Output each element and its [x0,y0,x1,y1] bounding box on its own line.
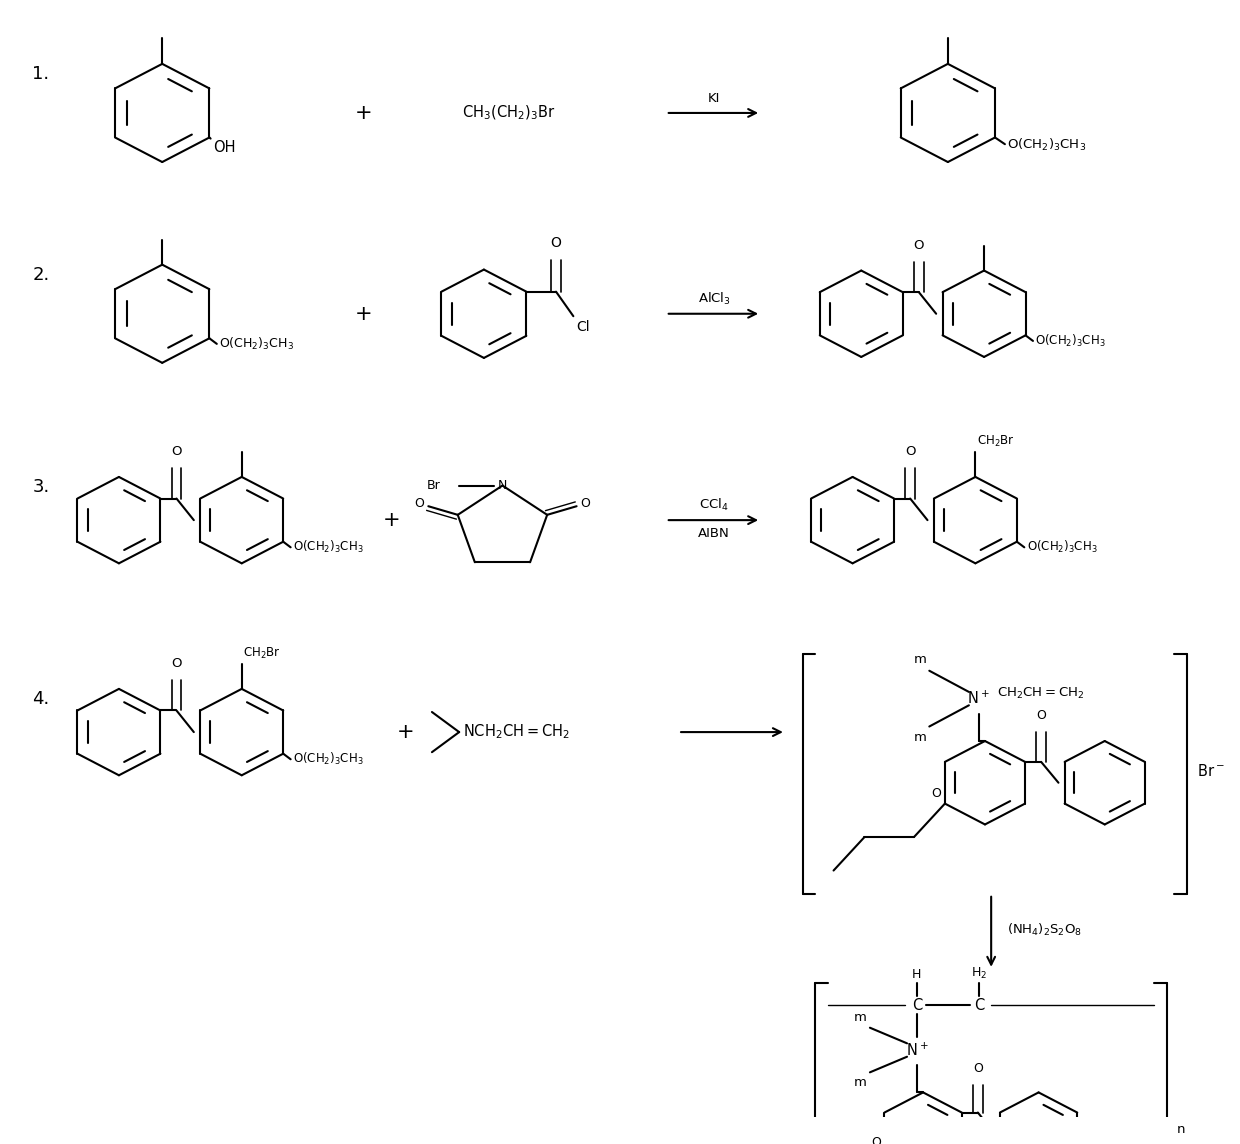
Text: OH: OH [213,140,236,154]
Text: O(CH$_2$)$_3$CH$_3$: O(CH$_2$)$_3$CH$_3$ [1035,333,1106,349]
Text: 3.: 3. [32,478,50,495]
Text: (NH$_4$)$_2$S$_2$O$_8$: (NH$_4$)$_2$S$_2$O$_8$ [1007,922,1083,938]
Text: 4.: 4. [32,690,50,708]
Text: O(CH$_2$)$_3$CH$_3$: O(CH$_2$)$_3$CH$_3$ [1027,539,1097,555]
Text: O: O [1037,709,1047,722]
Text: O: O [580,498,590,510]
Text: O: O [171,658,182,670]
Text: +: + [382,510,401,530]
Text: 1.: 1. [32,65,50,82]
Text: m: m [853,1075,867,1089]
Text: AlCl$_3$: AlCl$_3$ [698,292,730,308]
Text: NCH$_2$CH$=$CH$_2$: NCH$_2$CH$=$CH$_2$ [463,723,570,741]
Text: O: O [551,237,562,251]
Text: +: + [355,304,373,324]
Text: CH$_2$CH$=$CH$_2$: CH$_2$CH$=$CH$_2$ [997,685,1085,700]
Text: O: O [905,445,915,459]
Text: +: + [397,722,414,742]
Text: O: O [414,498,424,510]
Text: m: m [853,1011,867,1024]
Text: CH$_3$(CH$_2$)$_3$Br: CH$_3$(CH$_2$)$_3$Br [463,104,556,122]
Text: C: C [911,998,923,1012]
Text: O: O [171,445,182,459]
Text: O(CH$_2$)$_3$CH$_3$: O(CH$_2$)$_3$CH$_3$ [219,336,294,352]
Text: N$^+$: N$^+$ [967,690,990,707]
Text: O: O [870,1136,880,1144]
Text: AIBN: AIBN [698,527,730,540]
Text: N: N [497,479,507,492]
Text: O(CH$_2$)$_3$CH$_3$: O(CH$_2$)$_3$CH$_3$ [1007,137,1086,153]
Text: O: O [914,239,924,252]
Text: m: m [914,653,926,666]
Text: +: + [355,103,373,122]
Text: Br$^-$: Br$^-$ [1197,763,1224,779]
Text: O(CH$_2$)$_3$CH$_3$: O(CH$_2$)$_3$CH$_3$ [293,539,363,555]
Text: CCl$_4$: CCl$_4$ [699,496,729,513]
Text: Br: Br [427,479,440,492]
Text: H$_2$: H$_2$ [971,966,987,980]
Text: N$^+$: N$^+$ [905,1041,929,1058]
Text: O: O [931,787,941,801]
Text: CH$_2$Br: CH$_2$Br [977,434,1014,450]
Text: 2.: 2. [32,265,50,284]
Text: CH$_2$Br: CH$_2$Br [243,646,280,661]
Text: H: H [913,968,921,980]
Text: KI: KI [708,92,720,105]
Text: m: m [914,731,926,744]
Text: Cl: Cl [575,319,589,334]
Text: n: n [1177,1122,1185,1136]
Text: O(CH$_2$)$_3$CH$_3$: O(CH$_2$)$_3$CH$_3$ [293,752,363,768]
Text: C: C [973,998,983,1012]
Text: O: O [973,1062,983,1074]
